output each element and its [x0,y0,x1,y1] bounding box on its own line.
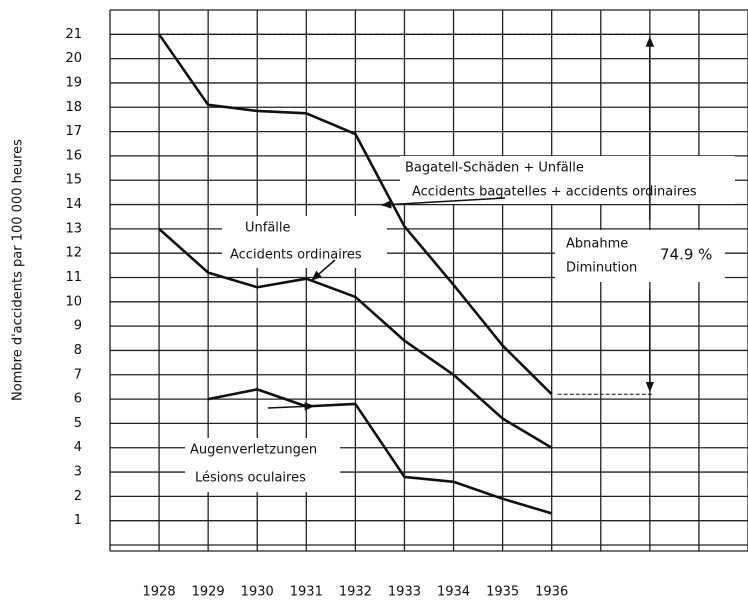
y-tick-label: 14 [65,197,82,212]
annotation: Diminution [566,261,637,276]
y-tick-label: 21 [65,27,82,42]
series-label: Unfälle [245,221,291,236]
y-tick-label: 18 [65,100,82,115]
y-tick-label: 8 [74,343,82,358]
y-tick-label: 1 [74,513,82,528]
x-tick-label: 1928 [143,585,176,600]
label-arrow [267,402,316,411]
y-tick-label: 2 [74,489,82,504]
x-tick-label: 1931 [290,585,323,600]
label-box [222,216,387,268]
y-tick-label: 3 [74,465,82,480]
x-tick-label: 1932 [339,585,372,600]
series-line [207,388,553,515]
y-tick-label: 9 [74,319,82,334]
annotation: 74.9 % [660,246,712,264]
label-box [555,230,725,282]
y-tick-label: 6 [74,392,82,407]
series-label: Augenverletzungen [190,443,317,458]
y-tick-label: 19 [65,75,82,90]
x-tick-label: 1934 [437,585,470,600]
label-box [400,156,735,204]
y-tick-label: 11 [65,270,82,285]
series-line [158,227,553,449]
y-tick-label: 4 [74,440,82,455]
y-tick-label: 17 [65,124,82,139]
series-label: Bagatell-Schäden + Unfälle [405,161,584,176]
series-sublabel: Accidents ordinaires [230,248,362,263]
label-arrow [311,259,336,281]
label-box [185,438,340,492]
y-tick-label: 7 [74,367,82,382]
x-tick-label: 1936 [535,585,568,600]
y-tick-label: 15 [65,173,82,188]
label-arrow [380,197,506,209]
y-tick-label: 13 [65,221,82,236]
series-line [158,33,553,396]
y-tick-label: 12 [65,246,82,261]
x-tick-label: 1929 [192,585,225,600]
x-tick-label: 1935 [486,585,519,600]
x-tick-label: 1930 [241,585,274,600]
y-axis-label: Nombre d'accidents par 100 000 heures [11,139,26,401]
x-tick-label: 1933 [388,585,421,600]
y-tick-label: 20 [65,51,82,66]
y-tick-label: 10 [65,294,82,309]
y-tick-label: 16 [65,148,82,163]
series-sublabel: Accidents bagatelles + accidents ordinai… [412,185,697,200]
y-tick-label: 5 [74,416,82,431]
annotation: Abnahme [566,237,628,252]
series-sublabel: Lésions oculaires [195,471,306,486]
